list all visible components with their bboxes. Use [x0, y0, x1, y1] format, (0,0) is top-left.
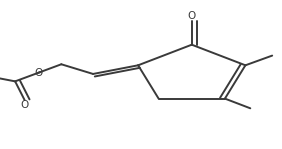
- Text: O: O: [21, 100, 29, 110]
- Text: O: O: [34, 68, 42, 78]
- Text: O: O: [188, 11, 196, 21]
